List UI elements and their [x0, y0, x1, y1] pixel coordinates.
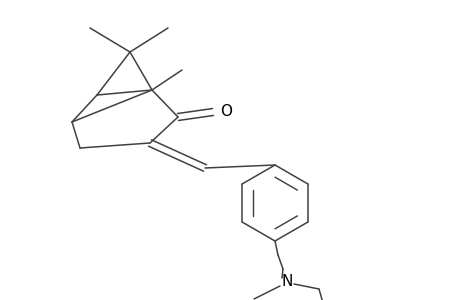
Text: N: N — [281, 274, 292, 289]
Text: O: O — [219, 104, 231, 119]
